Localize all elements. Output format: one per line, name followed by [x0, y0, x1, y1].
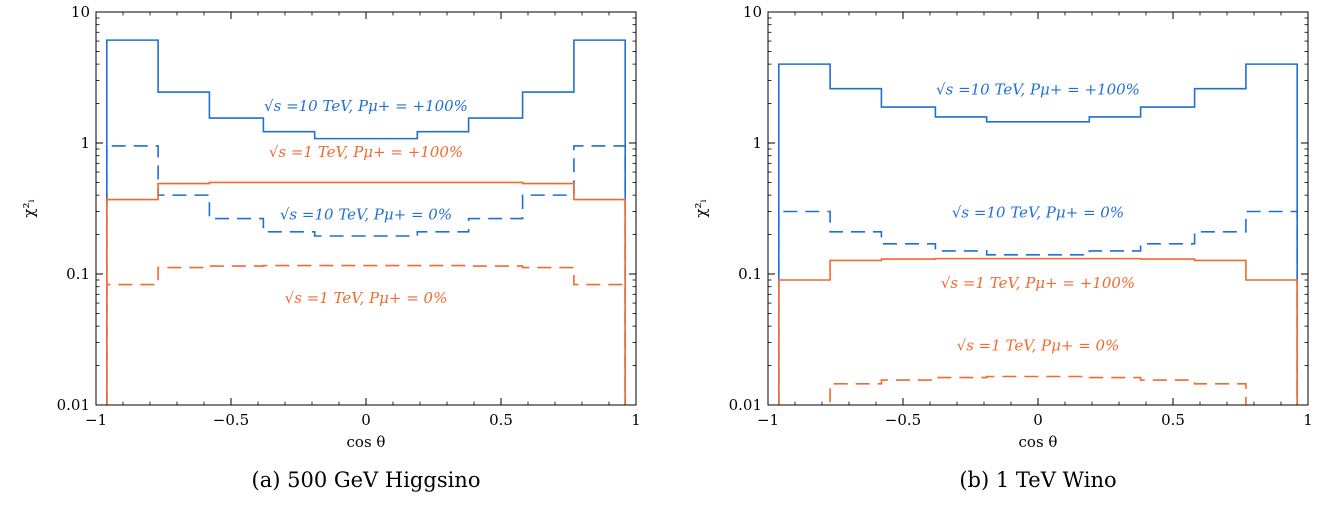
y-tick-label: 0.01: [57, 396, 90, 414]
series-label-3: √s =1 TeV, Pμ+ = +100%: [941, 274, 1135, 292]
series-label-2: √s =10 TeV, Pμ+ = 0%: [280, 206, 452, 224]
series-line-2: [106, 145, 626, 405]
x-axis-label: cos θ: [347, 433, 386, 451]
series-label-4: √s =1 TeV, Pμ+ = 0%: [957, 337, 1120, 355]
series-line-2: [778, 210, 1298, 405]
series-line-3: [106, 181, 626, 405]
panel-caption: (b) 1 TeV Wino: [959, 468, 1116, 492]
x-tick-label: 1: [631, 411, 641, 429]
x-tick-label: 1: [1303, 411, 1313, 429]
series-label-2: √s =10 TeV, Pμ+ = 0%: [952, 203, 1124, 221]
series-line-3: [778, 257, 1298, 405]
y-tick-label: 0.1: [66, 265, 90, 283]
series-label-4: √s =1 TeV, Pμ+ = 0%: [285, 289, 448, 307]
chart-panel-1: √s =10 TeV, Pμ+ = +100% √s =10 TeV, Pμ+ =…: [20, 3, 641, 492]
y-tick-label: 1: [80, 134, 90, 152]
x-tick-label: 0: [361, 411, 371, 429]
series-label-1: √s =10 TeV, Pμ+ = +100%: [936, 80, 1140, 98]
y-tick-label: 10: [743, 3, 762, 21]
y-tick-label: 1: [752, 134, 762, 152]
x-tick-label: −0.5: [213, 411, 249, 429]
chart-panel-2: √s =10 TeV, Pμ+ = +100% √s =10 TeV, Pμ+ =…: [692, 3, 1313, 492]
x-tick-label: 0.5: [489, 411, 513, 429]
x-tick-label: −1: [85, 411, 107, 429]
panel-caption: (a) 500 GeV Higgsino: [252, 468, 481, 492]
y-tick-label: 0.1: [738, 265, 762, 283]
y-tick-label: 10: [71, 3, 90, 21]
series-line-1: [106, 39, 626, 405]
x-axis-label: cos θ: [1019, 433, 1058, 451]
series-line-4: [106, 264, 626, 405]
y-axis-label: χ²ᵢ: [692, 199, 710, 217]
series-label-1: √s =10 TeV, Pμ+ = +100%: [264, 97, 468, 115]
x-tick-label: −0.5: [885, 411, 921, 429]
x-tick-label: 0.5: [1161, 411, 1185, 429]
y-tick-label: 0.01: [729, 396, 762, 414]
y-axis-label: χ²ᵢ: [20, 199, 38, 217]
series-line-4: [778, 375, 1298, 405]
series-line-1: [778, 63, 1298, 405]
x-tick-label: −1: [757, 411, 779, 429]
x-tick-label: 0: [1033, 411, 1043, 429]
series-label-3: √s =1 TeV, Pμ+ = +100%: [269, 143, 463, 161]
